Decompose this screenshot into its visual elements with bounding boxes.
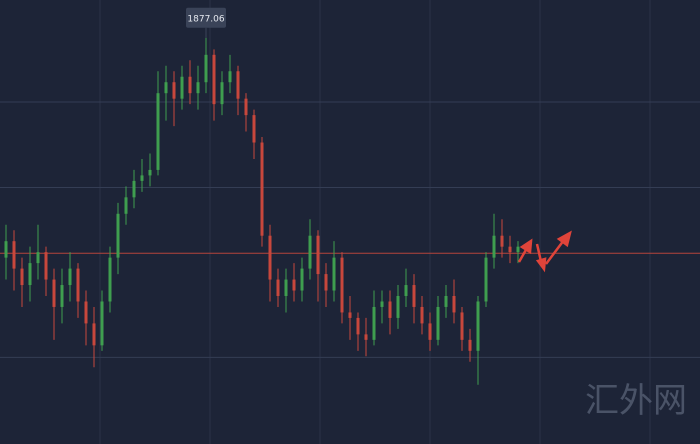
candle-body	[444, 296, 448, 307]
trend-arrows	[517, 230, 572, 273]
candle-body	[508, 246, 512, 253]
candle-body	[268, 235, 272, 280]
candle-body	[292, 279, 296, 291]
candle-body	[164, 82, 168, 94]
vertical-grid	[99, 0, 651, 444]
candle-body	[52, 279, 56, 307]
candle-body	[492, 235, 496, 258]
candle-body	[308, 235, 312, 269]
candle-body	[500, 235, 504, 247]
candle-body	[396, 296, 400, 318]
candle-body	[180, 76, 184, 99]
candle-body	[260, 142, 264, 236]
candle-body	[436, 306, 440, 340]
candle-body	[220, 82, 224, 105]
candle-body	[68, 268, 72, 286]
candle-body	[412, 285, 416, 307]
candle-body	[156, 93, 160, 170]
candle-body	[420, 306, 424, 324]
candle-body	[300, 268, 304, 291]
candle-body	[372, 306, 376, 340]
callout-label: 1877.06	[187, 15, 224, 25]
candle-body	[92, 323, 96, 346]
candle-body	[116, 213, 120, 258]
candle-body	[124, 197, 128, 214]
candle-body	[244, 98, 248, 116]
candle-body	[20, 268, 24, 286]
candle-body	[476, 301, 480, 351]
candle-body	[172, 82, 176, 99]
candle-body	[404, 285, 408, 296]
watermark: 汇外网	[585, 381, 687, 421]
candle-body	[132, 180, 136, 198]
candle-body	[44, 252, 48, 280]
candle-body	[340, 257, 344, 313]
candle-body	[516, 246, 520, 253]
candle-body	[12, 241, 16, 269]
candle-body	[28, 263, 32, 286]
candle-body	[76, 268, 80, 302]
candle-body	[364, 334, 368, 340]
candle-body	[356, 317, 360, 335]
candle-body	[204, 54, 208, 83]
candle-body	[484, 257, 488, 302]
callout-box	[186, 7, 226, 28]
candle-body	[452, 296, 456, 313]
candle-body	[388, 301, 392, 318]
candle-body	[428, 323, 432, 340]
candle-body	[196, 82, 200, 94]
candle-body	[316, 235, 320, 275]
candle-body	[108, 257, 112, 302]
candle-body	[148, 169, 152, 176]
candle-body	[460, 312, 464, 340]
candle-body	[188, 76, 192, 94]
candle-body	[284, 279, 288, 296]
candle-body	[468, 339, 472, 351]
candle-body	[100, 301, 104, 346]
candle-body	[236, 71, 240, 99]
candle-body	[212, 54, 216, 105]
candle-body	[276, 279, 280, 296]
candle-body	[348, 312, 352, 318]
candle-body	[252, 115, 256, 143]
candle-body	[228, 71, 232, 83]
candle-body	[140, 175, 144, 181]
candle-body	[60, 285, 64, 307]
candle-body	[36, 252, 40, 264]
high-callout: 1877.06	[186, 7, 226, 38]
candle-body	[324, 274, 328, 291]
candle-body	[4, 241, 8, 258]
candle-body	[332, 257, 336, 291]
candle-body	[380, 301, 384, 307]
candle-body	[84, 301, 88, 324]
